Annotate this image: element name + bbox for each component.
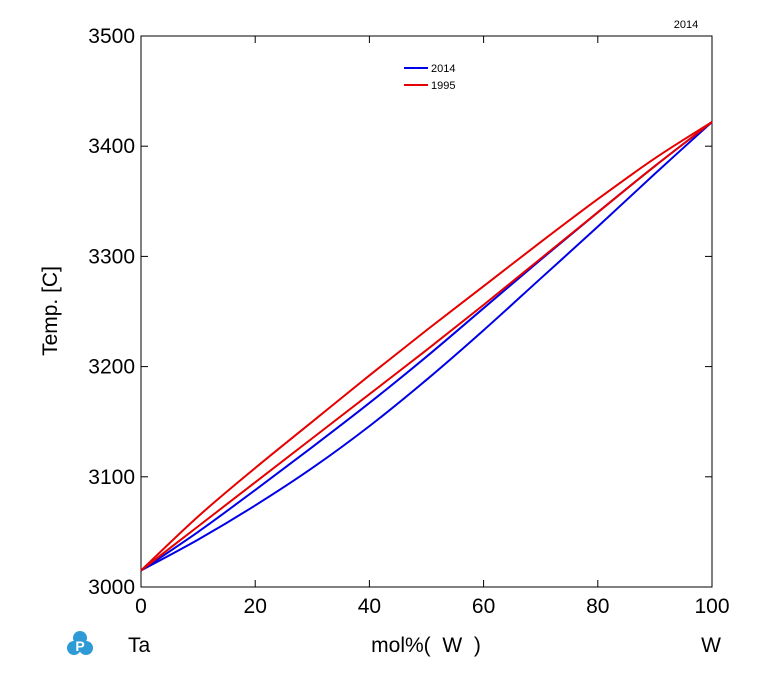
- svg-text:P: P: [75, 638, 84, 654]
- series-line-1995-liquidus: [140, 121, 713, 572]
- axis-ticks: 0 20 40 60 80 100 3000 3100 3200 3300 3400 3500: [88, 25, 729, 618]
- legend-label: 2014: [431, 63, 455, 75]
- legend-label: 1995: [431, 80, 455, 92]
- x-tick-label: 80: [586, 595, 609, 618]
- version-label: 2014: [674, 19, 698, 31]
- series-line-2014-solidus: [140, 121, 713, 572]
- chart-legend: 2014 1995: [404, 63, 455, 92]
- y-tick-label: 3100: [88, 466, 135, 489]
- left-element-label: Ta: [128, 634, 151, 657]
- x-tick-label: 100: [694, 595, 729, 618]
- x-tick-label: 40: [358, 595, 381, 618]
- y-tick-label: 3300: [88, 245, 135, 268]
- composition-label: mol%( W ): [371, 634, 481, 657]
- plot-frame: [140, 35, 713, 588]
- chart-series: [140, 121, 713, 572]
- series-line-1995-solidus: [140, 121, 713, 572]
- x-tick-label: 60: [472, 595, 495, 618]
- right-element-label: W: [701, 634, 721, 657]
- y-tick-label: 3400: [88, 135, 135, 158]
- y-axis-title: Temp. [C]: [39, 266, 62, 356]
- y-tick-label: 3200: [88, 356, 135, 379]
- y-tick-label: 3000: [88, 576, 135, 599]
- y-tick-label: 3500: [88, 25, 135, 48]
- x-tick-label: 20: [244, 595, 267, 618]
- pandat-logo-icon: P: [66, 630, 94, 658]
- x-tick-label: 0: [135, 595, 147, 618]
